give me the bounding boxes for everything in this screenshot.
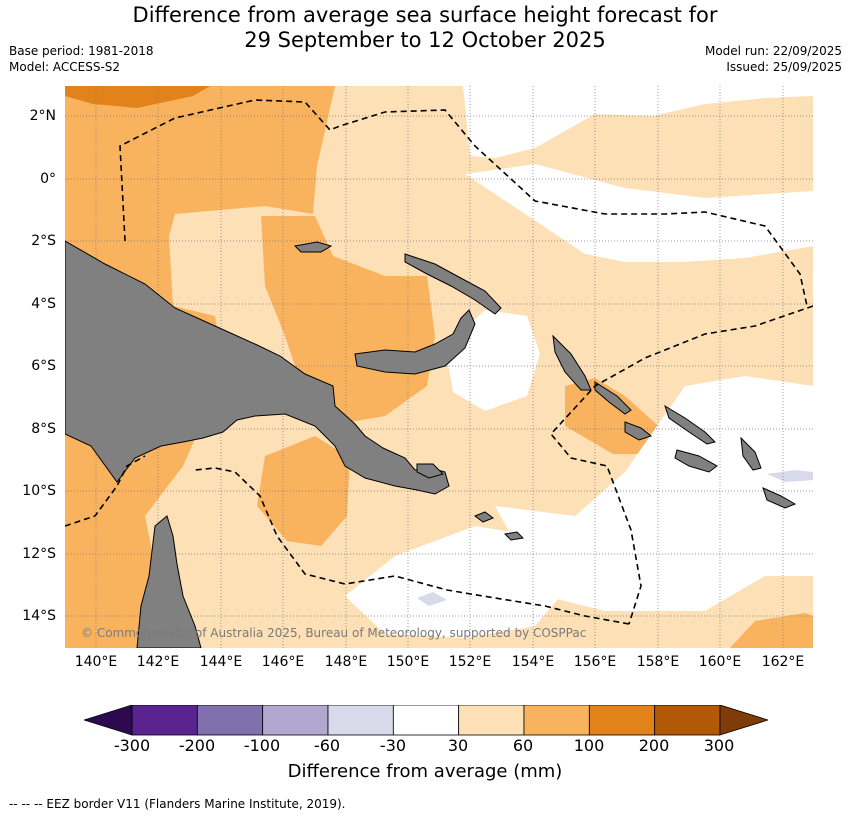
lon-label-140e: 140°E — [74, 654, 118, 670]
region-neutral-east — [463, 86, 813, 158]
colorbar-segments — [131, 705, 721, 736]
region-neutral-southeast — [495, 376, 813, 611]
base-period: Base period: 1981-2018 — [9, 44, 154, 58]
colorbar-tick: -300 — [113, 736, 151, 755]
title-line-1: Difference from average sea surface heig… — [132, 3, 718, 27]
colorbar-label: Difference from average (mm) — [287, 761, 563, 782]
lon-label-142e: 142°E — [136, 654, 180, 670]
colorbar-tick: 200 — [638, 736, 670, 755]
sea-height-map[interactable]: © Commonwealth of Australia 2025, Bureau… — [65, 86, 813, 648]
lat-label-12s: 12°S — [22, 546, 56, 562]
lon-label-162e: 162°E — [761, 654, 805, 670]
lon-label-146e: 146°E — [261, 654, 305, 670]
colorbar-under-arrow — [84, 705, 133, 736]
title-line-2: 29 September to 12 October 2025 — [244, 28, 606, 52]
land-manus — [293, 241, 333, 253]
chart-title: Difference from average sea surface heig… — [0, 3, 850, 53]
eez-border-east — [549, 305, 813, 625]
lat-label-0: 0° — [40, 171, 56, 187]
colorbar-segment — [654, 705, 721, 736]
land-new-ireland — [404, 253, 502, 315]
colorbar-tick: 60 — [512, 736, 534, 755]
colorbar-segment — [131, 705, 198, 736]
colorbar-tick: -200 — [178, 736, 216, 755]
colorbar-tick: 100 — [573, 736, 605, 755]
lon-label-144e: 144°E — [199, 654, 243, 670]
lat-label-8s: 8°S — [31, 421, 56, 437]
region-60-100-south — [257, 436, 350, 546]
eez-border-west — [65, 455, 146, 527]
colorbar-tick: -30 — [379, 736, 407, 755]
colorbar-segment — [262, 705, 329, 736]
land-makira — [762, 487, 797, 509]
eez-legend: -- -- -- EEZ border V11 (Flanders Marine… — [9, 797, 346, 811]
lon-label-160e: 160°E — [698, 654, 742, 670]
lon-label-148e: 148°E — [324, 654, 368, 670]
lon-label-154e: 154°E — [511, 654, 555, 670]
lon-label-158e: 158°E — [636, 654, 680, 670]
eez-borders — [65, 99, 813, 625]
land-santa-isabel — [664, 404, 716, 445]
lon-label-150e: 150°E — [386, 654, 430, 670]
colorbar — [84, 705, 768, 736]
land-rossel — [473, 511, 495, 523]
colorbar-tick: 300 — [703, 736, 735, 755]
lon-label-152e: 152°E — [448, 654, 492, 670]
colorbar-tick: -100 — [243, 736, 281, 755]
colorbar-segment — [196, 705, 264, 736]
colorbar-segment — [523, 705, 590, 736]
lat-label-14s: 14°S — [22, 608, 56, 624]
lat-label-2n: 2°N — [29, 108, 56, 124]
lat-label-2s: 2°S — [31, 233, 56, 249]
land-new-guinea — [65, 240, 450, 495]
model-name: Model: ACCESS-S2 — [9, 60, 121, 74]
land-choiseul — [594, 381, 632, 415]
meta-right: Model run: 22/09/2025 Issued: 25/09/2025 — [705, 43, 842, 75]
colorbar-tick: 30 — [447, 736, 469, 755]
colorbar-over-arrow — [719, 705, 768, 736]
land-guadalcanal — [674, 449, 718, 473]
lat-label-6s: 6°S — [31, 358, 56, 374]
lat-label-10s: 10°S — [22, 483, 56, 499]
region-neutral-center — [465, 164, 813, 262]
land-bougainville — [552, 334, 592, 391]
colorbar-segment — [588, 705, 656, 736]
lon-label-156e: 156°E — [573, 654, 617, 670]
eez-border-south — [194, 467, 630, 625]
land-woodlark — [503, 531, 525, 541]
colorbar-segment — [392, 705, 460, 736]
land-new-georgia — [624, 421, 653, 441]
region-60-100-southeast — [730, 613, 813, 648]
map-gridlines — [65, 86, 813, 648]
region-minus-60-30-speck-2 — [417, 592, 447, 606]
land-fergusson — [416, 463, 444, 479]
colorbar-segment — [458, 705, 525, 736]
eez-border-png-north — [119, 99, 808, 307]
land-cape-york — [136, 515, 202, 648]
region-minus-60-30-speck-1 — [767, 470, 813, 482]
landmass-group — [65, 240, 797, 648]
issued-date: Issued: 25/09/2025 — [726, 60, 842, 74]
colorbar-segment — [327, 705, 394, 736]
land-new-britain — [354, 309, 476, 375]
land-malaita — [740, 436, 762, 471]
region-100-200-northwest — [65, 86, 210, 108]
meta-left: Base period: 1981-2018 Model: ACCESS-S2 — [9, 43, 154, 75]
model-run: Model run: 22/09/2025 — [704, 44, 842, 58]
colorbar-tick: -60 — [313, 736, 341, 755]
lat-label-4s: 4°S — [31, 296, 56, 312]
map-copyright: © Commonwealth of Australia 2025, Bureau… — [81, 626, 586, 640]
